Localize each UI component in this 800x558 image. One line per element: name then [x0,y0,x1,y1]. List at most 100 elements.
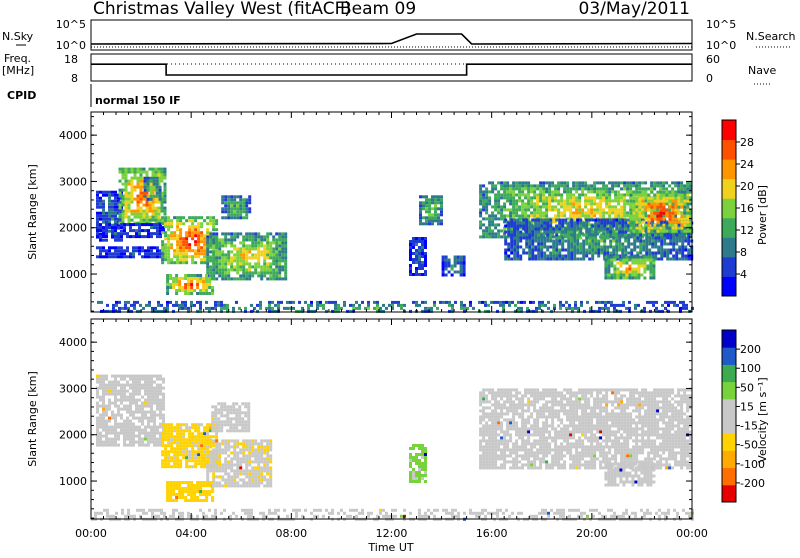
power-cell [260,268,263,271]
power-cell [278,256,281,259]
power-cell [647,230,650,233]
power-cell [212,246,215,249]
velocity-cell [141,432,144,435]
power-cell [132,249,135,252]
power-cell [557,202,560,205]
power-cell [650,184,653,187]
velocity-cell [215,481,218,484]
noise-tick-left-low: 10^0 [56,39,86,52]
power-cell [131,183,134,186]
power-cell [424,258,427,261]
power-cell [584,214,587,217]
power-cell [322,307,325,310]
power-cell [660,234,663,237]
power-cell [643,277,646,280]
power-cell [561,246,564,249]
velocity-cell [123,423,126,426]
power-cell [518,190,521,193]
power-cell [618,249,621,252]
velocity-cell [99,381,102,384]
power-cell [575,187,578,190]
power-cell [650,199,653,202]
power-cell [555,252,558,255]
power-cell [239,247,242,250]
power-cell [221,210,224,213]
power-cell [543,252,546,255]
power-cell [172,277,175,280]
power-cell [373,301,376,304]
power-cell [563,214,566,217]
power-cell [479,226,482,229]
power-cell [125,180,128,183]
power-cell [167,225,170,228]
velocity-cell [230,469,233,472]
power-cell [641,200,644,203]
velocity-cell [200,459,203,462]
power-cell [680,187,683,190]
power-cell [581,190,584,193]
power-cell [638,224,641,227]
power-cell [491,214,494,217]
power-cell [561,225,564,228]
power-cell [668,224,671,227]
power-cell [563,181,566,184]
power-cell [584,202,587,205]
velocity-cell [227,484,230,487]
power-cell [137,198,140,201]
power-cell [509,193,512,196]
power-cell [615,219,618,222]
power-cell [164,219,167,222]
power-cell [176,252,179,255]
velocity-cell [215,469,218,472]
power-cell [671,181,674,184]
power-cell [376,304,379,307]
power-cell [108,255,111,258]
velocity-cell [191,453,194,456]
velocity-cell [191,441,194,444]
power-cell [200,225,203,228]
power-cell [187,277,190,280]
power-cell [185,252,188,255]
power-cell [629,200,632,203]
power-cell [504,240,507,243]
power-cell [637,271,640,274]
power-cell [182,216,185,219]
velocity-cell [212,435,215,438]
power-cell [617,214,620,217]
power-cell [616,274,619,277]
power-cell [590,196,593,199]
power-cell [442,259,445,262]
power-cell [579,258,582,261]
velocity-cell [206,432,209,435]
power-cell [428,198,431,201]
power-cell [167,216,170,219]
power-cell [182,252,185,255]
power-cell [224,198,227,201]
power-cell [230,213,233,216]
power-cell [96,235,99,238]
velocity-cell [206,475,209,478]
power-cell [507,246,510,249]
velocity-cell [105,423,108,426]
power-cell [540,249,543,252]
velocity-cell [111,432,114,435]
power-cell [275,271,278,274]
power-cell [108,230,111,233]
power-cell [642,246,645,249]
power-cell [651,234,654,237]
power-cell [424,252,427,255]
power-cell [516,222,519,225]
power-cell [585,255,588,258]
power-cell [628,265,631,268]
power-cell [525,252,528,255]
power-cell [275,256,278,259]
velocity-cell [96,405,99,408]
power-cell [572,187,575,190]
power-cell [634,268,637,271]
velocity-cell [102,396,105,399]
power-cell [209,232,212,235]
power-cell [656,215,659,218]
velocity-cell [102,399,105,402]
power-cell [660,237,663,240]
velocity-cell [206,423,209,426]
